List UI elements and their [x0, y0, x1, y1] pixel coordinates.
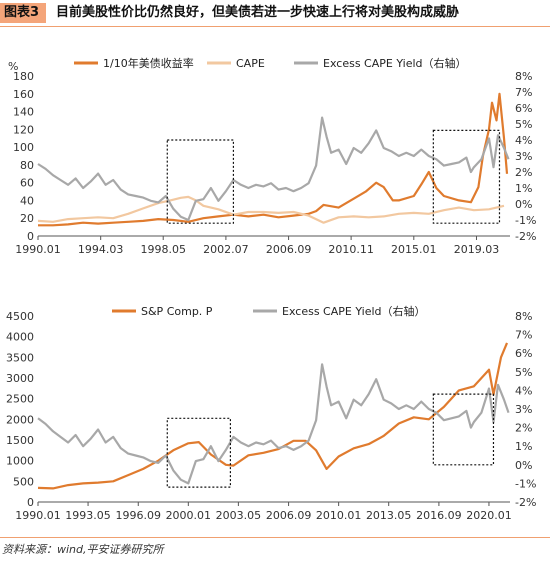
x-tick-label: 1996.09 [116, 509, 162, 522]
y-tick-right: 2% [515, 166, 532, 179]
x-tick-label: 2010.01 [316, 509, 362, 522]
y-tick-right: 3% [515, 150, 532, 163]
x-tick-label: 1990.01 [15, 243, 61, 256]
y-tick-right: -1% [515, 477, 536, 490]
x-tick-label: 2015.01 [391, 243, 437, 256]
y-tick-left: 140 [13, 106, 34, 119]
header-divider [0, 26, 550, 27]
legend-entry: Excess CAPE Yield（右轴） [323, 56, 467, 70]
x-tick-label: 1998.05 [140, 243, 186, 256]
y-axis-unit: % [8, 60, 18, 73]
y-tick-left: 1500 [6, 434, 34, 447]
legend-entry: 1/10年美债收益率 [103, 56, 194, 70]
y-tick-right: 4% [515, 384, 532, 397]
y-tick-left: 100 [13, 141, 34, 154]
x-tick-label: 1990.01 [15, 509, 61, 522]
y-tick-left: 40 [20, 194, 34, 207]
y-tick-right: 3% [515, 403, 532, 416]
x-tick-label: 2016.09 [416, 509, 462, 522]
y-tick-right: 8% [515, 310, 532, 323]
y-tick-right: 1% [515, 440, 532, 453]
y-tick-left: 160 [13, 88, 34, 101]
y-tick-right: 5% [515, 366, 532, 379]
x-tick-label: 2000.01 [166, 509, 212, 522]
x-tick-label: 2010.11 [328, 243, 374, 256]
x-tick-label: 2019.03 [454, 243, 500, 256]
y-tick-left: 20 [20, 212, 34, 225]
y-tick-left: 120 [13, 123, 34, 136]
y-tick-left: 3000 [6, 372, 34, 385]
y-tick-left: 500 [13, 475, 34, 488]
y-tick-left: 180 [13, 70, 34, 83]
figure-label: 图表3 [0, 3, 46, 23]
y-tick-left: 3500 [6, 351, 34, 364]
legend: S&P Comp. P Excess CAPE Yield（右轴） [112, 304, 426, 318]
y-tick-left: 80 [20, 159, 34, 172]
legend-entry: CAPE [236, 57, 265, 70]
series-line [37, 342, 509, 490]
y-tick-right: 0% [515, 459, 532, 472]
x-tick-label: 2006.09 [266, 243, 312, 256]
y-tick-right: 6% [515, 102, 532, 115]
y-tick-right: 0% [515, 198, 532, 211]
x-tick-label: 2003.05 [216, 509, 262, 522]
y-tick-right: 7% [515, 329, 532, 342]
chart-sp-composite: 0 500 1000 1500 2000 2500 3000 3500 4000 4500 -2% -… [6, 304, 536, 522]
y-tick-right: 6% [515, 347, 532, 360]
highlight-box [166, 139, 235, 224]
y-tick-right: 4% [515, 134, 532, 147]
y-tick-right: -2% [515, 496, 536, 509]
y-tick-left: 4000 [6, 331, 34, 344]
x-tick-label: 2020.01 [466, 509, 512, 522]
y-tick-left: 2000 [6, 413, 34, 426]
y-tick-right: 7% [515, 86, 532, 99]
legend-entry: Excess CAPE Yield（右轴） [282, 304, 426, 318]
x-tick-label: 2013.05 [366, 509, 412, 522]
highlight-box [166, 417, 232, 488]
x-tick-label: 1994.03 [78, 243, 124, 256]
y-tick-left: 60 [20, 177, 34, 190]
y-tick-right: 8% [515, 70, 532, 83]
y-tick-left: 2500 [6, 393, 34, 406]
legend: 1/10年美债收益率 CAPE Excess CAPE Yield（右轴） [74, 56, 467, 70]
y-tick-left: 1000 [6, 455, 34, 468]
x-tick-label: 2002.07 [203, 243, 249, 256]
y-tick-left: 0 [27, 496, 34, 509]
figure-title: 目前美股性价比仍然良好，但美债若进一步快速上行将对美股构成威胁 [56, 5, 460, 20]
y-tick-left: 4500 [6, 310, 34, 323]
y-tick-left: 0 [27, 230, 34, 243]
legend-entry: S&P Comp. P [141, 305, 213, 318]
series-line [38, 92, 509, 227]
highlight-box [432, 393, 495, 466]
footer-divider [0, 537, 550, 538]
series-line [37, 195, 505, 224]
series-line [37, 116, 510, 222]
highlight-box [432, 129, 501, 224]
y-tick-right: 1% [515, 182, 532, 195]
y-tick-right: 5% [515, 118, 532, 131]
chart-treasury-cape: % 0 20 40 60 80 100 120 140 160 180 -2% -1% 0% 1% 2% 3% 4… [8, 56, 536, 256]
y-tick-right: -2% [515, 230, 536, 243]
y-tick-right: -1% [515, 214, 536, 227]
series-line [37, 363, 510, 485]
x-tick-label: 1993.05 [65, 509, 111, 522]
source-note: 资料来源：wind,平安证券研究所 [2, 543, 164, 556]
x-tick-label: 2006.09 [266, 509, 312, 522]
figure-header: 图表3 目前美股性价比仍然良好，但美债若进一步快速上行将对美股构成威胁 [0, 0, 550, 26]
y-tick-right: 2% [515, 422, 532, 435]
